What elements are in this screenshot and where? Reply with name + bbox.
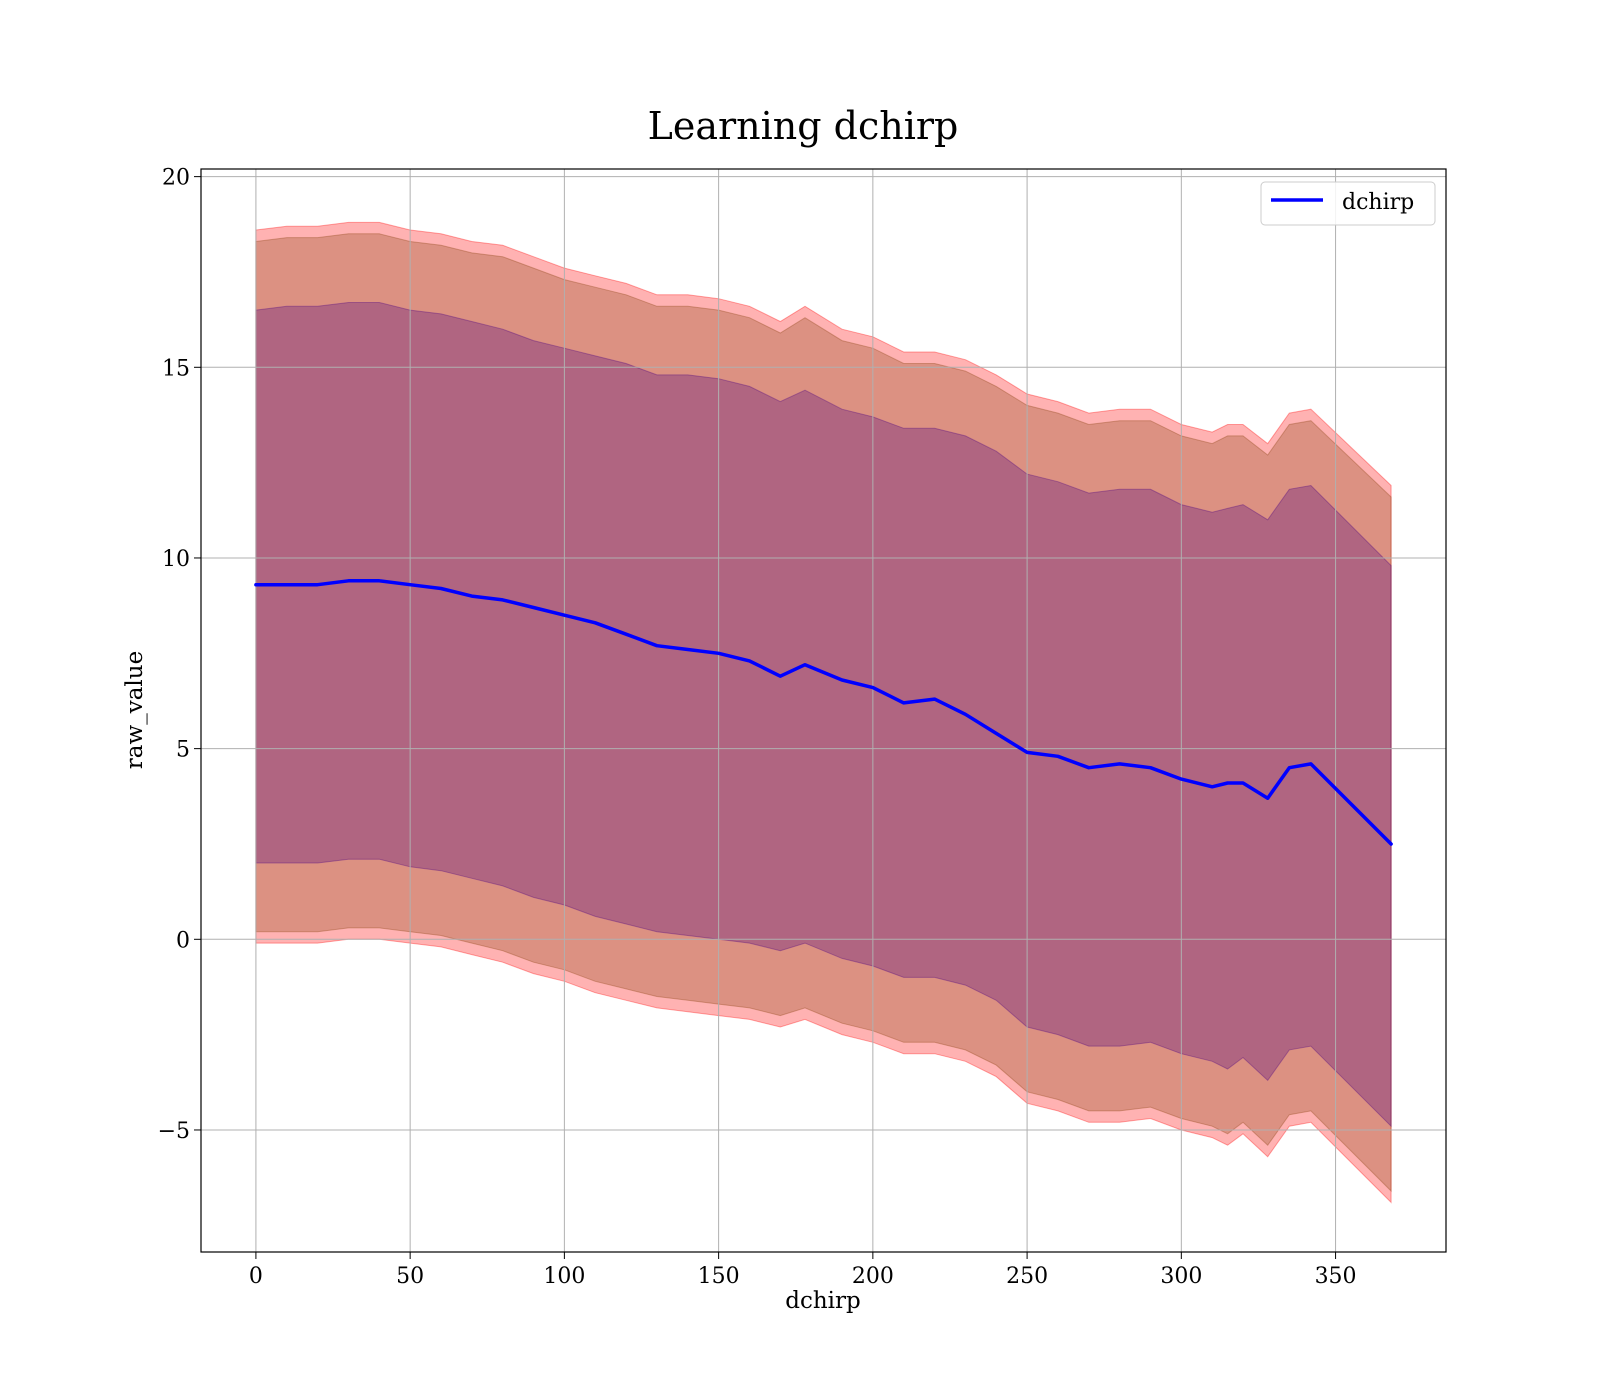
series-line-dchirp [254,579,1393,846]
x-tick-label: 300 [1160,1264,1202,1289]
y-tick-label: 0 [176,928,190,953]
chart-title: Learning dchirp [648,104,959,148]
series-line-layer [254,579,1393,846]
x-tick-label: 100 [543,1264,585,1289]
x-tick-label: 50 [396,1264,424,1289]
x-tick-label: 0 [249,1264,263,1289]
outer-band [255,221,1392,1204]
inner-band [255,302,1392,1128]
confidence-bands [255,221,1392,1204]
y-tick-label: 15 [162,356,190,381]
x-tick-label: 200 [852,1264,894,1289]
y-axis-label: raw_value [122,651,148,769]
grid-lines [201,169,1446,1252]
y-tick-label: 20 [162,166,190,191]
middle-band [255,233,1392,1193]
y-tick-label: 10 [162,547,190,572]
plot-frame [200,168,1447,1253]
y-tick-label: −5 [158,1119,190,1144]
y-tick-label: 5 [176,738,190,763]
legend: dchirp [1260,181,1436,226]
legend-label: dchirp [1342,190,1414,215]
x-axis-ticks: 0 50 100 150 200 250 300 350 [249,1252,1357,1289]
legend-box [1260,181,1436,226]
x-tick-label: 350 [1315,1264,1357,1289]
x-axis-label: dchirp [785,1288,861,1314]
x-tick-label: 150 [698,1264,740,1289]
y-axis-ticks: −5 0 5 10 15 20 [158,166,201,1144]
x-tick-label: 250 [1006,1264,1048,1289]
